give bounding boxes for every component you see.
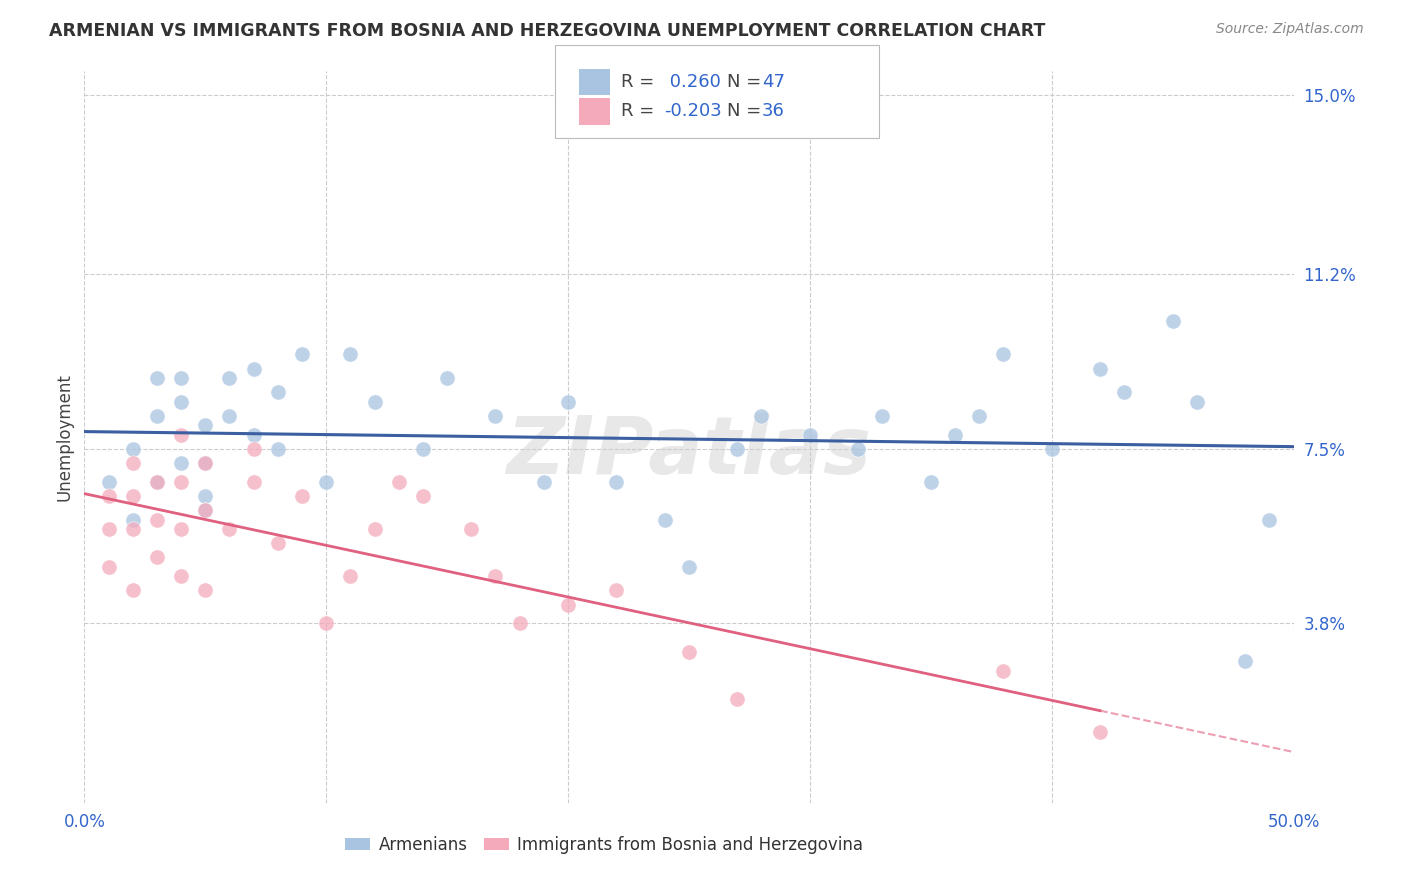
Text: 47: 47 — [762, 73, 785, 91]
Point — [218, 371, 240, 385]
Point — [1185, 394, 1208, 409]
Point — [170, 522, 193, 536]
Point — [97, 489, 120, 503]
Point — [654, 513, 676, 527]
Point — [1234, 654, 1257, 668]
Point — [170, 456, 193, 470]
Point — [725, 442, 748, 456]
Point — [242, 475, 264, 489]
Point — [267, 442, 290, 456]
Point — [967, 409, 990, 423]
Point — [170, 569, 193, 583]
Point — [412, 442, 434, 456]
Point — [412, 489, 434, 503]
Point — [872, 409, 894, 423]
Text: Source: ZipAtlas.com: Source: ZipAtlas.com — [1216, 22, 1364, 37]
Text: N =: N = — [727, 103, 761, 120]
Point — [460, 522, 482, 536]
Point — [194, 583, 217, 598]
Point — [1040, 442, 1063, 456]
Point — [993, 347, 1015, 361]
Point — [339, 569, 361, 583]
Point — [194, 503, 217, 517]
Text: R =: R = — [621, 103, 655, 120]
Point — [509, 616, 531, 631]
Text: R =: R = — [621, 73, 655, 91]
Point — [97, 475, 120, 489]
Point — [920, 475, 942, 489]
Point — [291, 347, 314, 361]
Text: 36: 36 — [762, 103, 785, 120]
Point — [146, 475, 169, 489]
Point — [725, 692, 748, 706]
Point — [170, 427, 193, 442]
Point — [121, 522, 143, 536]
Point — [121, 489, 143, 503]
Point — [194, 418, 217, 433]
Point — [484, 409, 506, 423]
Point — [1161, 314, 1184, 328]
Point — [605, 475, 627, 489]
Text: ARMENIAN VS IMMIGRANTS FROM BOSNIA AND HERZEGOVINA UNEMPLOYMENT CORRELATION CHAR: ARMENIAN VS IMMIGRANTS FROM BOSNIA AND H… — [49, 22, 1046, 40]
Point — [121, 513, 143, 527]
Point — [678, 645, 700, 659]
Point — [605, 583, 627, 598]
Point — [267, 385, 290, 400]
Point — [218, 409, 240, 423]
Point — [1258, 513, 1281, 527]
Point — [436, 371, 458, 385]
Text: ZIPatlas: ZIPatlas — [506, 413, 872, 491]
Point — [218, 522, 240, 536]
Point — [557, 394, 579, 409]
Point — [242, 427, 264, 442]
Point — [315, 616, 337, 631]
Point — [146, 550, 169, 565]
Point — [993, 664, 1015, 678]
Point — [194, 456, 217, 470]
Point — [557, 598, 579, 612]
Legend: Armenians, Immigrants from Bosnia and Herzegovina: Armenians, Immigrants from Bosnia and He… — [339, 829, 870, 860]
Point — [533, 475, 555, 489]
Point — [146, 513, 169, 527]
Point — [484, 569, 506, 583]
Point — [170, 371, 193, 385]
Text: -0.203: -0.203 — [664, 103, 721, 120]
Point — [799, 427, 821, 442]
Point — [363, 394, 385, 409]
Point — [121, 456, 143, 470]
Point — [267, 536, 290, 550]
Point — [194, 503, 217, 517]
Point — [170, 475, 193, 489]
Point — [97, 522, 120, 536]
Point — [1114, 385, 1136, 400]
Point — [242, 442, 264, 456]
Point — [339, 347, 361, 361]
Point — [1088, 725, 1111, 739]
Point — [170, 394, 193, 409]
Point — [121, 442, 143, 456]
Point — [291, 489, 314, 503]
Point — [1088, 361, 1111, 376]
Point — [194, 456, 217, 470]
Point — [678, 559, 700, 574]
Point — [363, 522, 385, 536]
Point — [315, 475, 337, 489]
Point — [146, 371, 169, 385]
Point — [121, 583, 143, 598]
Y-axis label: Unemployment: Unemployment — [55, 373, 73, 501]
Text: N =: N = — [727, 73, 761, 91]
Text: 0.260: 0.260 — [664, 73, 720, 91]
Point — [242, 361, 264, 376]
Point — [846, 442, 869, 456]
Point — [388, 475, 411, 489]
Point — [751, 409, 773, 423]
Point — [146, 409, 169, 423]
Point — [943, 427, 966, 442]
Point — [97, 559, 120, 574]
Point — [146, 475, 169, 489]
Point — [194, 489, 217, 503]
